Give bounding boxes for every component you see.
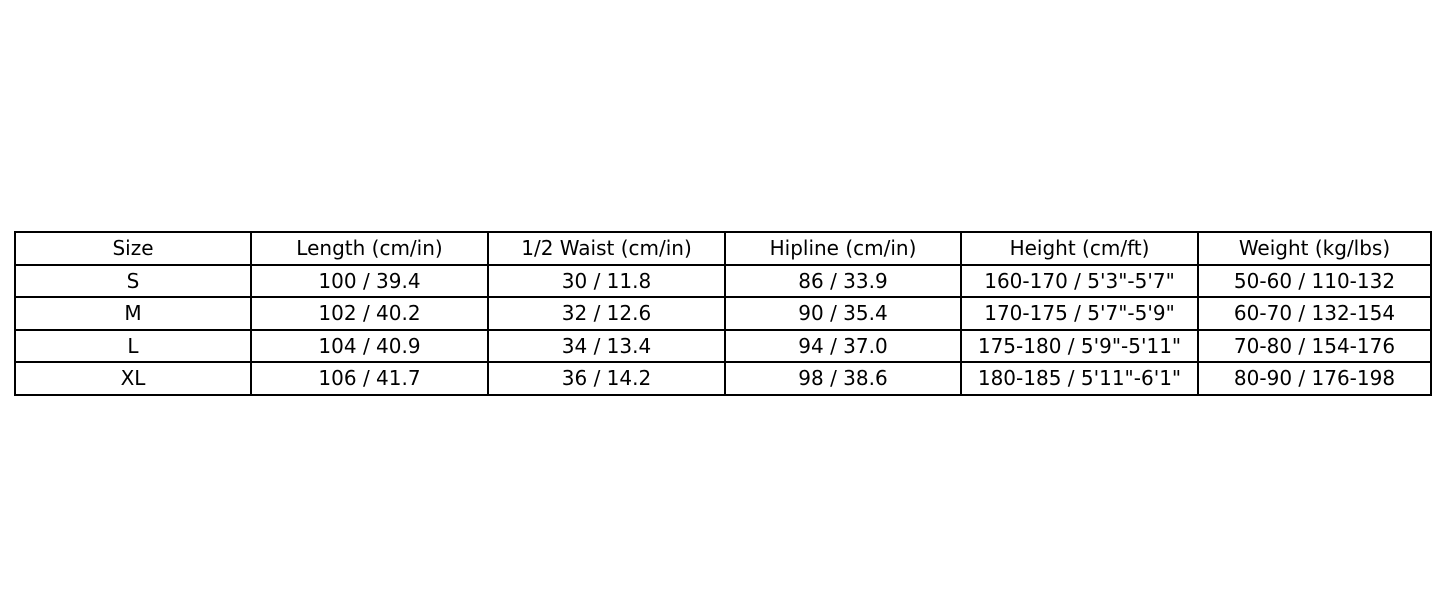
cell-length: 100 / 39.4: [250, 263, 489, 298]
cell-weight: 70-80 / 154-176: [1197, 328, 1432, 363]
column-header-length: Length (cm/in): [250, 231, 489, 266]
cell-length: 106 / 41.7: [250, 361, 489, 396]
cell-height: 160-170 / 5'3"-5'7": [960, 263, 1199, 298]
cell-length: 102 / 40.2: [250, 296, 489, 331]
cell-weight: 80-90 / 176-198: [1197, 361, 1432, 396]
table-body: S 100 / 39.4 30 / 11.8 86 / 33.9 160-170…: [14, 263, 1432, 396]
cell-waist: 34 / 13.4: [487, 328, 726, 363]
cell-height: 180-185 / 5'11"-6'1": [960, 361, 1199, 396]
column-header-size: Size: [14, 231, 252, 266]
table-row: S 100 / 39.4 30 / 11.8 86 / 33.9 160-170…: [14, 263, 1432, 298]
cell-hipline: 98 / 38.6: [724, 361, 962, 396]
cell-hipline: 90 / 35.4: [724, 296, 962, 331]
cell-size: M: [14, 296, 252, 331]
size-chart-container: Size Length (cm/in) 1/2 Waist (cm/in) Hi…: [14, 231, 1432, 396]
table-row: XL 106 / 41.7 36 / 14.2 98 / 38.6 180-18…: [14, 361, 1432, 396]
cell-hipline: 94 / 37.0: [724, 328, 962, 363]
cell-hipline: 86 / 33.9: [724, 263, 962, 298]
cell-size: S: [14, 263, 252, 298]
table-header-row: Size Length (cm/in) 1/2 Waist (cm/in) Hi…: [14, 231, 1432, 266]
cell-waist: 30 / 11.8: [487, 263, 726, 298]
cell-size: L: [14, 328, 252, 363]
cell-size: XL: [14, 361, 252, 396]
cell-height: 175-180 / 5'9"-5'11": [960, 328, 1199, 363]
table-header: Size Length (cm/in) 1/2 Waist (cm/in) Hi…: [14, 231, 1432, 266]
size-chart-table: Size Length (cm/in) 1/2 Waist (cm/in) Hi…: [14, 231, 1432, 396]
column-header-hipline: Hipline (cm/in): [724, 231, 962, 266]
cell-length: 104 / 40.9: [250, 328, 489, 363]
table-row: L 104 / 40.9 34 / 13.4 94 / 37.0 175-180…: [14, 328, 1432, 363]
cell-waist: 36 / 14.2: [487, 361, 726, 396]
cell-waist: 32 / 12.6: [487, 296, 726, 331]
column-header-height: Height (cm/ft): [960, 231, 1199, 266]
cell-weight: 50-60 / 110-132: [1197, 263, 1432, 298]
column-header-weight: Weight (kg/lbs): [1197, 231, 1432, 266]
column-header-waist: 1/2 Waist (cm/in): [487, 231, 726, 266]
cell-height: 170-175 / 5'7"-5'9": [960, 296, 1199, 331]
table-row: M 102 / 40.2 32 / 12.6 90 / 35.4 170-175…: [14, 296, 1432, 331]
cell-weight: 60-70 / 132-154: [1197, 296, 1432, 331]
